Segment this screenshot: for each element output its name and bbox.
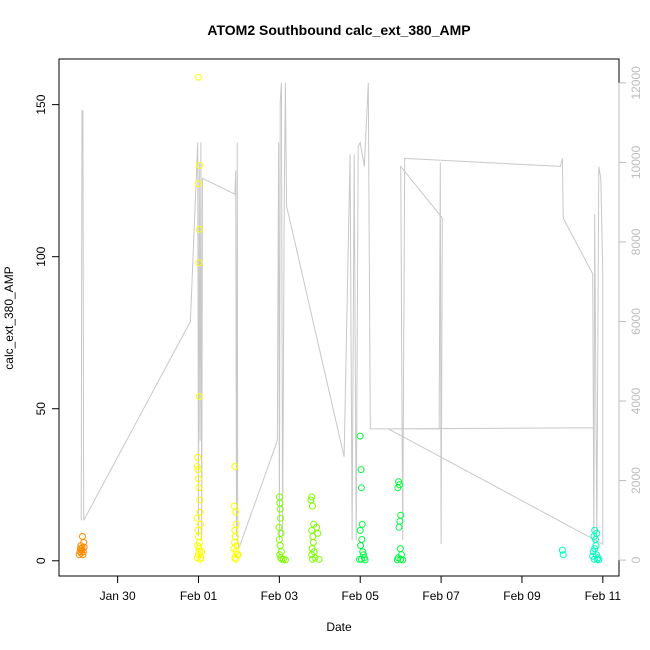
point-s3-0 — [356, 432, 364, 440]
y-tick-label-2: 100 — [34, 246, 48, 266]
point-s2-4 — [275, 523, 283, 531]
y-axis-label: calc_ext_380_AMP — [2, 266, 16, 369]
point-s1-13 — [193, 514, 201, 522]
secondary-series-line — [80, 82, 604, 549]
point-s3-6 — [357, 542, 365, 550]
point-s1-6 — [194, 453, 202, 461]
point-s1-11 — [196, 496, 204, 504]
point-s1-10 — [195, 484, 203, 492]
point-s3-12 — [355, 555, 363, 563]
point-s2-26 — [314, 529, 322, 537]
point-s1-9 — [195, 475, 202, 483]
point-s1-8 — [194, 466, 202, 474]
point-s2-14 — [308, 493, 316, 501]
point-s1-26 — [231, 463, 239, 470]
point-s2-20 — [309, 539, 317, 546]
x-tick-label-4: Feb 07 — [422, 589, 460, 603]
y2-tick-label-6: 12000 — [629, 66, 643, 100]
y2-tick-label-3: 6000 — [629, 308, 643, 335]
chart-title: ATOM2 Southbound calc_ext_380_AMP — [207, 22, 470, 38]
point-s2-16 — [309, 502, 316, 510]
point-s1-3 — [195, 225, 203, 233]
point-s3-5 — [358, 536, 366, 543]
y2-tick-label-0: 0 — [629, 556, 643, 563]
point-s2-7 — [276, 542, 284, 550]
point-s2-13 — [281, 556, 289, 564]
y2-tick-label-5: 10000 — [629, 145, 643, 179]
y-axis: 0 50 100 150 — [34, 94, 59, 564]
point-s3-24 — [393, 556, 401, 564]
x-tick-label-5: Feb 09 — [503, 589, 541, 603]
x-tick-label-3: Feb 05 — [342, 589, 380, 603]
point-s1-28 — [232, 508, 240, 516]
point-s3-1 — [357, 466, 365, 474]
point-s0-4 — [77, 549, 85, 557]
point-s3-10 — [357, 555, 365, 563]
x-axis: Jan 30 Feb 01 Feb 03 Feb 05 Feb 07 Feb 09 Feb … — [100, 576, 622, 603]
x-axis-label: Date — [326, 620, 352, 634]
point-s4-14 — [589, 552, 597, 560]
x-tick-label-1: Feb 01 — [180, 589, 218, 603]
point-s1-12 — [196, 508, 204, 516]
point-s3-3 — [358, 520, 366, 528]
point-s3-19 — [396, 545, 404, 553]
point-s1-25 — [198, 548, 206, 556]
point-s3-17 — [396, 517, 404, 525]
point-s1-4 — [195, 259, 203, 267]
y-tick-label-3: 150 — [34, 94, 48, 114]
scatter-layer — [75, 73, 603, 564]
y-tick-label-0: 0 — [34, 557, 48, 564]
point-s4-0 — [558, 546, 566, 554]
point-s2-3 — [277, 514, 285, 522]
point-s3-15 — [394, 484, 402, 492]
point-s0-10 — [80, 539, 88, 546]
point-s1-1 — [196, 161, 204, 169]
point-s4-1 — [559, 551, 567, 559]
point-s0-11 — [80, 543, 88, 551]
point-s0-8 — [79, 551, 87, 559]
y2-tick-label-4: 8000 — [629, 228, 643, 255]
point-s2-2 — [276, 505, 284, 513]
secondary-line-layer — [80, 82, 604, 549]
x-tick-label-6: Feb 11 — [585, 589, 622, 603]
point-s1-39 — [234, 551, 242, 559]
point-s2-28 — [315, 555, 323, 563]
x-tick-label-2: Feb 03 — [261, 589, 299, 603]
point-s0-7 — [79, 533, 86, 540]
point-s3-18 — [395, 523, 403, 531]
point-s3-2 — [357, 484, 365, 492]
point-s2-27 — [313, 523, 321, 531]
plot-frame — [58, 58, 620, 577]
point-s3-4 — [356, 526, 364, 534]
y-tick-label-1: 50 — [34, 402, 48, 416]
point-s1-14 — [197, 520, 204, 528]
point-s1-7 — [193, 463, 201, 470]
y2-tick-label-2: 4000 — [629, 387, 643, 414]
point-s2-9 — [276, 551, 284, 559]
y2-tick-label-1: 2000 — [629, 467, 643, 494]
point-s1-2 — [195, 180, 202, 188]
x-tick-label-0: Jan 30 — [100, 589, 136, 603]
point-s3-23 — [399, 556, 407, 564]
point-s0-9 — [79, 548, 87, 556]
point-s1-0 — [195, 73, 202, 81]
point-s1-5 — [195, 393, 203, 401]
y2-axis: 0 2000 4000 6000 8000 10000 12000 — [618, 66, 643, 563]
